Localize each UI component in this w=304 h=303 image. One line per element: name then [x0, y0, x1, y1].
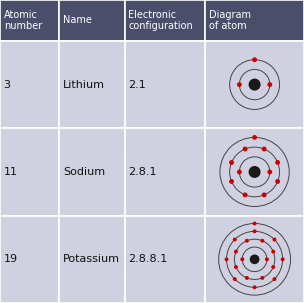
Circle shape: [237, 170, 242, 175]
Text: Sodium: Sodium: [63, 167, 105, 177]
Circle shape: [243, 192, 247, 197]
Bar: [205, 128, 304, 216]
Circle shape: [249, 78, 261, 91]
Circle shape: [262, 147, 267, 152]
Text: 3: 3: [4, 80, 11, 90]
Circle shape: [245, 239, 249, 243]
Text: Electronic
configuration: Electronic configuration: [128, 10, 193, 31]
Circle shape: [260, 239, 264, 243]
Circle shape: [243, 147, 247, 152]
Circle shape: [260, 276, 264, 280]
Circle shape: [240, 257, 244, 261]
Text: 19: 19: [4, 254, 18, 264]
Circle shape: [233, 277, 237, 281]
Bar: [205, 41, 304, 128]
Circle shape: [253, 221, 257, 225]
Circle shape: [268, 82, 272, 87]
Bar: [125, 0, 205, 41]
Circle shape: [281, 257, 285, 261]
Circle shape: [272, 277, 276, 281]
Bar: [0, 0, 59, 41]
Bar: [59, 41, 125, 128]
Bar: [0, 41, 59, 128]
Circle shape: [275, 179, 280, 184]
Bar: [125, 216, 205, 303]
Bar: [0, 128, 59, 216]
Text: 2.8.8.1: 2.8.8.1: [128, 254, 168, 264]
Circle shape: [253, 229, 257, 233]
Text: Potassium: Potassium: [63, 254, 120, 264]
Circle shape: [272, 238, 276, 241]
Circle shape: [275, 160, 280, 165]
Circle shape: [237, 82, 242, 87]
Circle shape: [271, 250, 275, 254]
Text: Lithium: Lithium: [63, 80, 105, 90]
Circle shape: [265, 257, 269, 261]
Circle shape: [253, 285, 257, 289]
Bar: [205, 0, 304, 41]
Text: 2.1: 2.1: [128, 80, 146, 90]
Circle shape: [225, 257, 229, 261]
Bar: [205, 216, 304, 303]
Bar: [125, 41, 205, 128]
Circle shape: [233, 238, 237, 241]
Circle shape: [271, 265, 275, 269]
Text: Diagram
of atom: Diagram of atom: [209, 10, 251, 31]
Text: 2.8.1: 2.8.1: [128, 167, 157, 177]
Circle shape: [245, 276, 249, 280]
Bar: [0, 216, 59, 303]
Bar: [59, 216, 125, 303]
Text: Name: Name: [63, 15, 92, 25]
Bar: [59, 128, 125, 216]
Circle shape: [229, 179, 234, 184]
Circle shape: [262, 192, 267, 197]
Bar: [59, 0, 125, 41]
Circle shape: [229, 160, 234, 165]
Circle shape: [252, 135, 257, 140]
Circle shape: [234, 265, 238, 269]
Circle shape: [234, 250, 238, 254]
Circle shape: [252, 57, 257, 62]
Circle shape: [250, 255, 260, 264]
Circle shape: [268, 170, 272, 175]
Bar: [125, 128, 205, 216]
Text: 11: 11: [4, 167, 18, 177]
Circle shape: [249, 166, 261, 178]
Text: Atomic
number: Atomic number: [4, 10, 42, 31]
